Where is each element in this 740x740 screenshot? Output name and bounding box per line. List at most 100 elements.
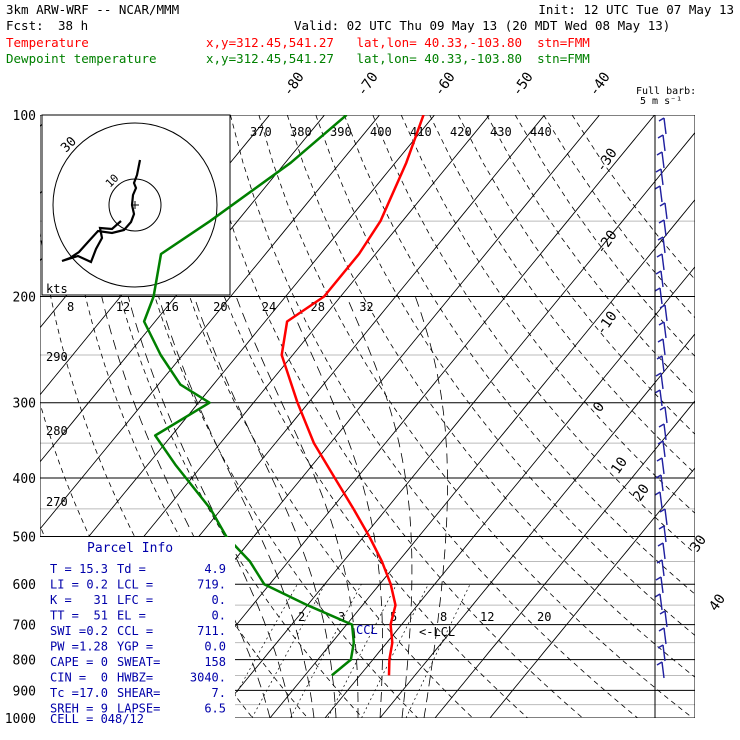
- wind-barb: [663, 423, 667, 441]
- wind-barb: [660, 474, 664, 492]
- wind-barb-flag: [659, 508, 666, 513]
- speed-tick-label: 16: [164, 300, 178, 314]
- theta-label: 370: [250, 125, 272, 139]
- parcel-field: Tc =: [50, 686, 79, 700]
- parcel-field: T =: [50, 562, 72, 576]
- isotherm: [379, 333, 695, 718]
- parcel-field: 0.: [212, 609, 226, 623]
- dry-adiabat: [173, 115, 528, 718]
- isotherm: [214, 131, 695, 718]
- theta-label: 410: [410, 125, 432, 139]
- dry-adiabat: [571, 115, 695, 281]
- wind-barb: [663, 117, 667, 135]
- wind-barb: [662, 440, 666, 458]
- parcel-field: 711.: [197, 624, 226, 638]
- wind-barb-flag: [657, 236, 664, 241]
- wind-barb: [662, 338, 666, 356]
- wind-barb: [664, 406, 668, 424]
- dry-adiabat: [116, 115, 418, 718]
- isotherm-label: 40: [706, 591, 729, 614]
- parcel-field: 9: [101, 702, 108, 716]
- wind-barb-flag: [655, 474, 662, 479]
- wind-barb: [659, 491, 663, 509]
- wind-barb-flag: [654, 491, 661, 496]
- parcel-field: PW =: [50, 640, 79, 654]
- wind-barb: [659, 593, 663, 611]
- wind-barb: [664, 610, 668, 628]
- wind-barb: [662, 134, 666, 152]
- wind-barb: [660, 270, 664, 288]
- wind-barb-flag: [655, 168, 662, 173]
- temperature-profile: [280, 115, 425, 676]
- wind-barb-flag: [657, 338, 664, 343]
- parcel-box-bg: [40, 537, 235, 718]
- wind-barb: [661, 253, 665, 271]
- mixing-ratio-label: 12: [480, 610, 494, 624]
- parcel-field: 0.: [212, 593, 226, 607]
- parcel-field: CCL =: [117, 624, 153, 638]
- wind-barb-flag: [656, 151, 663, 156]
- ccl-annotation: CCL: [356, 623, 378, 637]
- isotherm: [40, 115, 270, 396]
- isotherm-label: -80: [280, 69, 308, 99]
- parcel-field: CAPE =: [50, 655, 93, 669]
- dewpoint-legend: Dewpoint temperature: [6, 51, 157, 66]
- parcel-field: K =: [50, 593, 72, 607]
- theta-label: 420: [450, 125, 472, 139]
- wind-barb: [664, 508, 668, 526]
- valid-time: Valid: 02 UTC Thu 09 May 13 (20 MDT Wed …: [294, 18, 671, 33]
- hodograph: 30 10 kts: [41, 114, 231, 296]
- mixing-ratio-label: 20: [537, 610, 551, 624]
- wind-barb: [662, 644, 666, 662]
- dry-adiabat: [258, 115, 693, 718]
- wind-barb: [659, 389, 663, 407]
- wind-barb: [660, 372, 664, 390]
- dry-adiabat: [87, 115, 363, 718]
- wind-barb-flag: [658, 219, 665, 224]
- parcel-field: 6.5: [204, 702, 226, 716]
- parcel-cell: CELL = 048/12: [50, 712, 144, 726]
- pressure-tick-label: 400: [13, 472, 36, 487]
- wind-barb: [659, 287, 663, 305]
- isotherm-label: 30: [687, 532, 710, 555]
- parcel-info-box: Parcel Info T = 15.3 Td = 4.9 LI = 0.2 LCL = 719…: [40, 537, 235, 726]
- parcel-field: 51: [94, 609, 108, 623]
- isotherm-label: -60: [431, 69, 459, 99]
- isotherm-label: 20: [630, 481, 653, 504]
- parcel-title: Parcel Info: [87, 541, 173, 556]
- dewpoint-location: x,y=312.45,541.27 lat,lon= 40.33,-103.80…: [206, 51, 590, 66]
- wind-barb-flag: [658, 627, 665, 632]
- parcel-field: LFC =: [117, 593, 153, 607]
- wind-barb: [660, 168, 664, 186]
- isotherm: [489, 467, 695, 718]
- wind-barb-flag: [654, 389, 661, 394]
- wind-barb-flag: [658, 321, 665, 326]
- parcel-field: CIN =: [50, 671, 86, 685]
- wind-barb-flag: [657, 644, 664, 649]
- init-time: Init: 12 UTC Tue 07 May 13: [538, 2, 734, 17]
- isotherm-label: 0: [590, 399, 608, 415]
- dry-adiabat: [400, 115, 695, 514]
- wind-barb-flag: [656, 559, 663, 564]
- pressure-tick-label: 800: [13, 654, 36, 669]
- pressure-tick-label: 600: [13, 578, 36, 593]
- parcel-field: 158: [204, 655, 226, 669]
- parcel-field: 4.9: [204, 562, 226, 576]
- wind-barb: [663, 525, 667, 543]
- parcel-field: 0: [101, 671, 108, 685]
- wind-barb-flag: [659, 304, 666, 309]
- wind-barb-column: [654, 117, 668, 679]
- isotherm: [40, 115, 325, 463]
- parcel-field: LAPSE=: [117, 702, 160, 716]
- moist-adiabat: [101, 296, 271, 718]
- wind-barb: [662, 236, 666, 254]
- theta-label: 380: [290, 125, 312, 139]
- wind-barb-flag: [659, 610, 666, 615]
- wind-barb: [661, 661, 665, 679]
- moist-adiabat: [286, 296, 383, 718]
- isotherm-label: -50: [509, 69, 537, 99]
- wind-barb-flag: [657, 542, 664, 547]
- parcel-field: 0.2: [86, 624, 108, 638]
- dry-adiabat: [543, 115, 695, 319]
- isotherm: [269, 198, 695, 718]
